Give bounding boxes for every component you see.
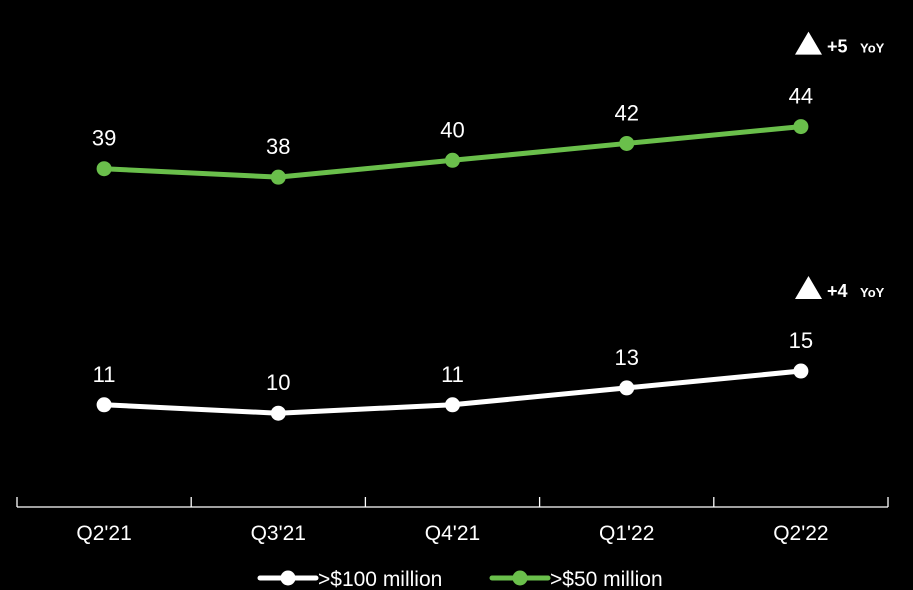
series-1: 39 38 40 42 44 +5 YoY	[92, 31, 885, 185]
data-label: 13	[614, 345, 638, 370]
yoy-unit: YoY	[860, 285, 885, 300]
data-label: 44	[789, 84, 813, 109]
data-label: 11	[441, 362, 464, 387]
data-point	[445, 397, 460, 413]
yoy-annotation: +4 YoY	[795, 276, 885, 301]
x-tick-label: Q2'21	[76, 522, 131, 545]
data-label: 39	[92, 126, 116, 151]
data-point	[270, 405, 286, 421]
legend-swatch-marker	[280, 570, 296, 586]
legend-label: >$100 million	[318, 568, 442, 590]
data-label: 38	[266, 134, 290, 159]
x-tick-label: Q2'22	[773, 522, 828, 545]
series-0: 11 10 11 13 15 +4 YoY	[93, 276, 885, 421]
up-triangle-icon	[795, 31, 822, 55]
data-point	[270, 169, 286, 185]
yoy-value: +5	[827, 37, 848, 57]
data-point	[619, 135, 635, 151]
x-tick-label: Q3'21	[251, 522, 306, 545]
data-point	[793, 363, 809, 379]
yoy-annotation: +5 YoY	[795, 31, 885, 57]
data-label: 40	[440, 117, 464, 142]
series-group: 11 10 11 13 15 +4 YoY 39 38 40 42 44 +5 YoY	[92, 31, 885, 421]
up-triangle-icon	[795, 276, 822, 300]
data-point	[96, 161, 112, 177]
data-label: 42	[614, 100, 638, 125]
x-axis: Q2'21 Q3'21 Q4'21 Q1'22 Q2'22	[16, 497, 889, 545]
data-label: 15	[789, 328, 813, 353]
data-point	[445, 152, 460, 168]
x-tick-label: Q4'21	[425, 522, 480, 545]
legend-swatch-marker	[512, 570, 528, 586]
yoy-value: +4	[827, 281, 848, 301]
legend-item: >$100 million	[257, 568, 442, 590]
yoy-unit: YoY	[860, 41, 885, 56]
data-point	[619, 380, 635, 396]
data-label: 11	[93, 362, 116, 387]
x-tick-label: Q1'22	[599, 522, 654, 545]
legend: >$100 million >$50 million	[257, 568, 663, 590]
data-label: 10	[266, 370, 290, 395]
legend-item: >$50 million	[489, 568, 663, 590]
data-point	[793, 119, 809, 135]
legend-label: >$50 million	[550, 568, 663, 590]
data-point	[96, 397, 112, 413]
